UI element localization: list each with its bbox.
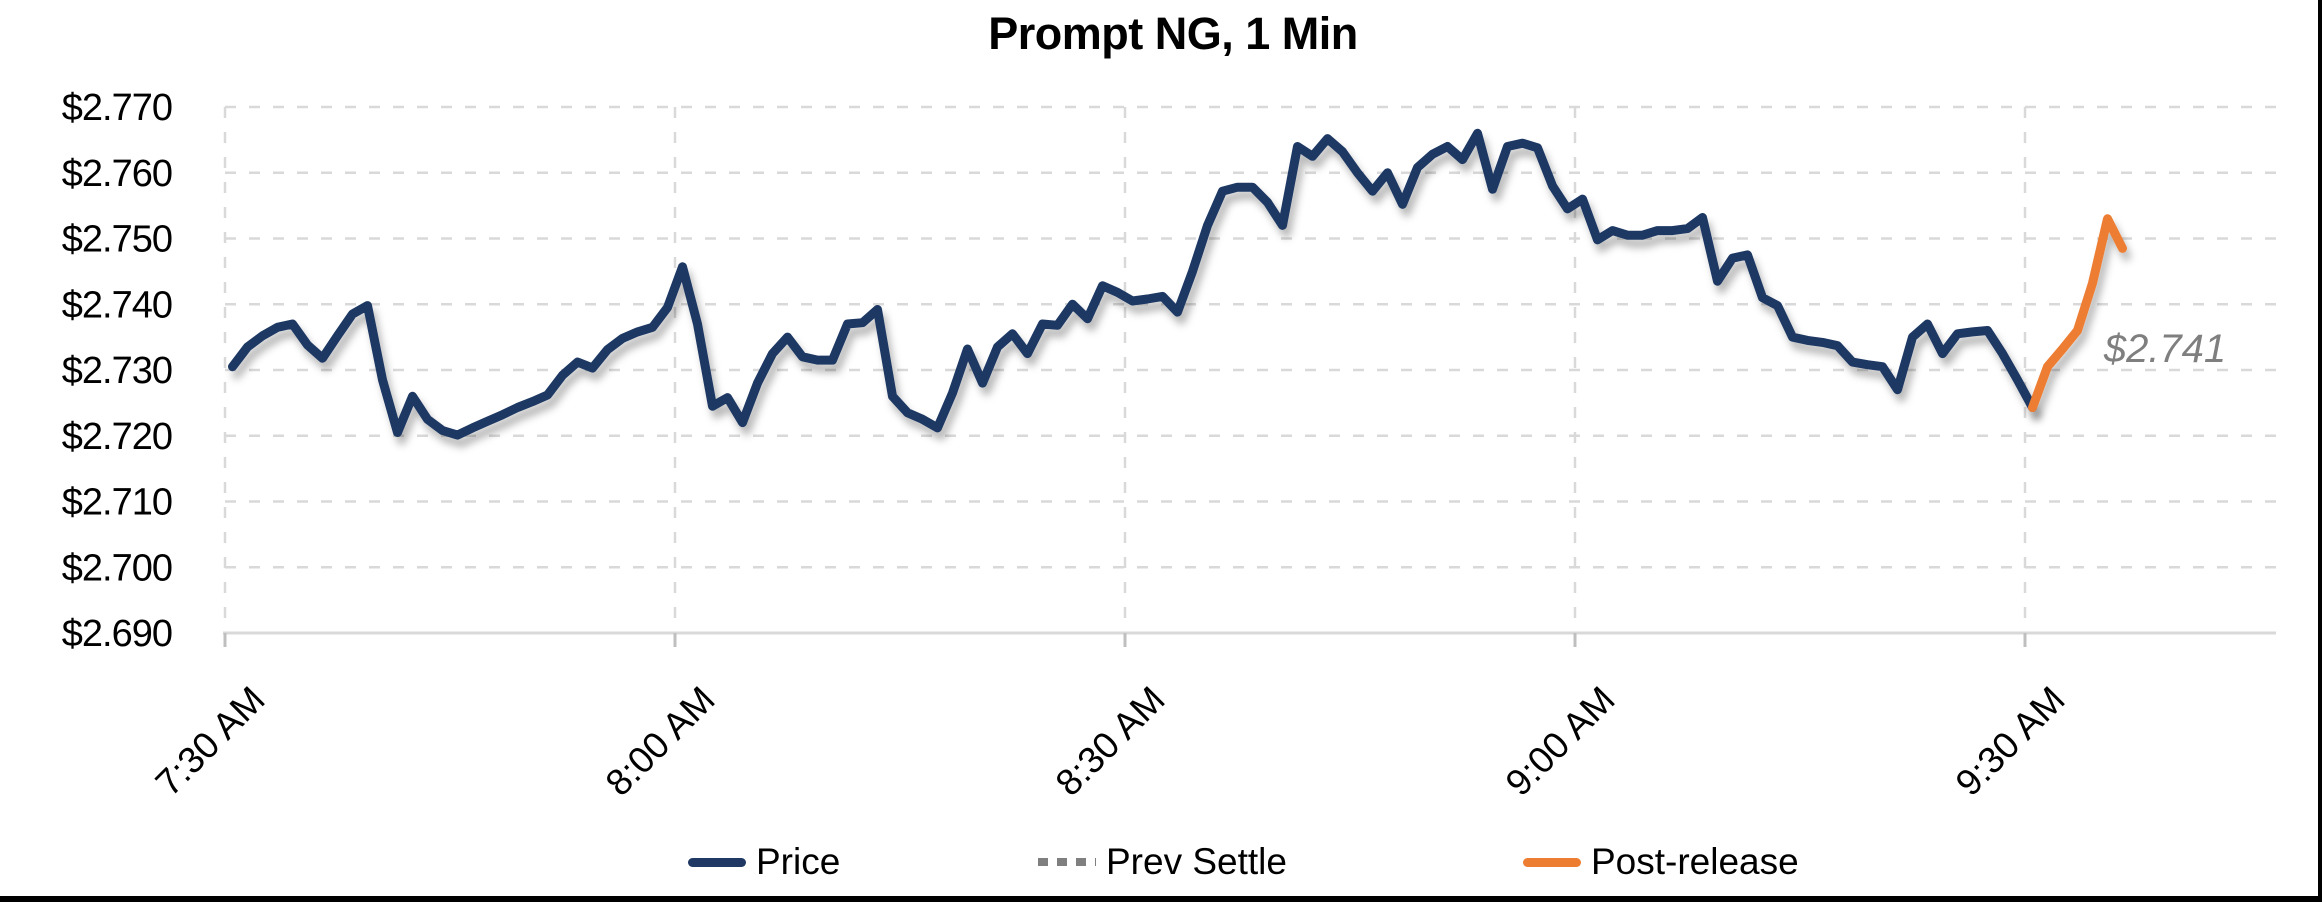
- price-line: [228, 128, 2037, 440]
- post-release-line-swatch: [1523, 857, 1581, 867]
- legend-item-post-release: Post-release: [1523, 840, 1799, 884]
- y-axis-label: $2.700: [62, 547, 172, 589]
- legend-label-prev-settle: Prev Settle: [1106, 841, 1287, 882]
- y-axis-label: $2.770: [62, 87, 172, 129]
- y-axis-label: $2.750: [62, 219, 172, 261]
- x-axis-label: 8:00 AM: [598, 679, 723, 804]
- chart-legend: Price Prev Settle Post-release: [0, 840, 2322, 890]
- x-axis-label: 8:30 AM: [1048, 679, 1173, 804]
- legend-label-post-release: Post-release: [1591, 841, 1799, 882]
- y-axis-label: $2.710: [62, 482, 172, 524]
- y-axis-label: $2.760: [62, 153, 172, 195]
- window-border-bottom: [0, 896, 2322, 902]
- price-line-swatch: [688, 857, 746, 867]
- chart-title: Prompt NG, 1 Min: [988, 8, 1358, 59]
- x-axis-label: 9:30 AM: [1948, 679, 2073, 804]
- y-axis-label: $2.720: [62, 416, 172, 458]
- legend-item-price: Price: [688, 840, 840, 884]
- legend-label-price: Price: [756, 841, 841, 882]
- prev-settle-value-annotation: $2.741: [2103, 327, 2226, 371]
- post-release-line: [2028, 214, 2127, 412]
- x-axis-label: 7:30 AM: [148, 679, 273, 804]
- y-axis-label: $2.690: [62, 613, 172, 655]
- x-axis-label: 9:00 AM: [1498, 679, 1623, 804]
- y-axis-label: $2.740: [62, 284, 172, 326]
- window-border-right: [2318, 0, 2322, 902]
- legend-item-prev-settle: Prev Settle: [1038, 840, 1287, 884]
- y-axis-label: $2.730: [62, 350, 172, 392]
- prev-settle-line-swatch: [1038, 858, 1096, 866]
